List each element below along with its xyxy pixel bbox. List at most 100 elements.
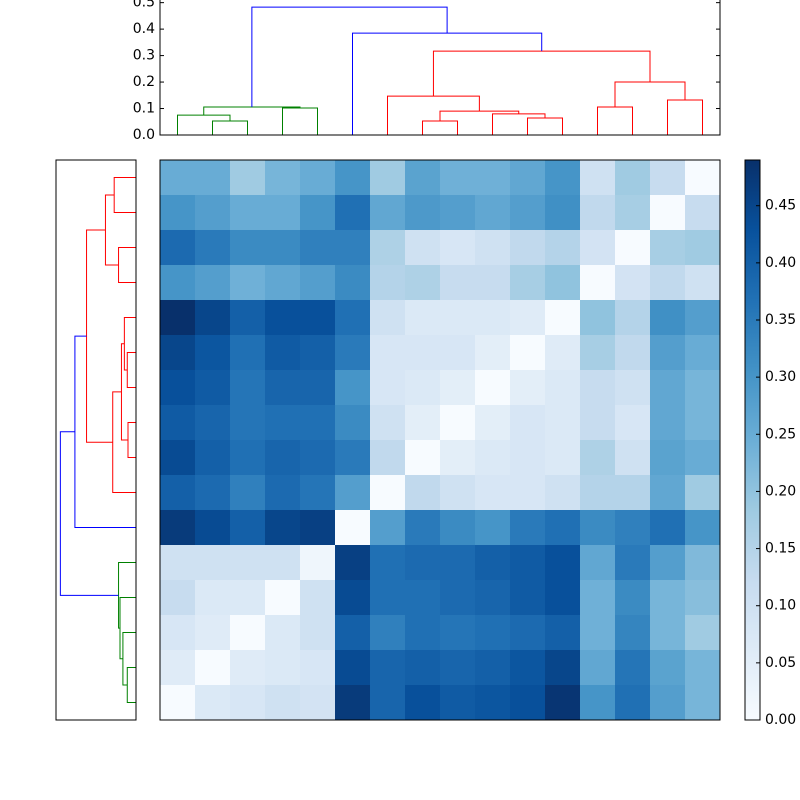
heatmap-cell [475, 545, 511, 581]
colorbar-tick-label: 0.15 [765, 541, 796, 557]
colorbar-tick-label: 0.10 [765, 598, 796, 614]
dendrogram-link [127, 422, 136, 458]
heatmap-cell [160, 440, 196, 476]
heatmap-cell [160, 160, 196, 196]
heatmap-cell [615, 335, 651, 371]
heatmap-cell [195, 300, 231, 336]
dendrogram-link [126, 667, 136, 703]
heatmap-cell [300, 265, 336, 301]
heatmap-cell [580, 230, 616, 266]
heatmap-cell [580, 195, 616, 231]
heatmap-cell [545, 370, 581, 406]
heatmap-cell [230, 230, 266, 266]
colorbar-tick-label: 0.00 [765, 712, 796, 728]
heatmap-cell [650, 510, 686, 546]
dendrogram-link [118, 247, 136, 283]
heatmap-cell [615, 195, 651, 231]
heatmap-cell [440, 650, 476, 686]
heatmap-cell [335, 370, 371, 406]
heatmap-cell [510, 265, 546, 301]
heatmap-cell [685, 335, 721, 371]
heatmap-cell [545, 580, 581, 616]
heatmap-cell [160, 545, 196, 581]
heatmap-cell [370, 160, 406, 196]
heatmap-cell [335, 545, 371, 581]
dendrogram-link [104, 194, 119, 266]
heatmap-cell [580, 650, 616, 686]
heatmap-cell [230, 615, 266, 651]
heatmap-cell [370, 405, 406, 441]
heatmap-cell [650, 475, 686, 511]
heatmap-cell [685, 370, 721, 406]
heatmap-cell [265, 440, 301, 476]
heatmap-cell [545, 300, 581, 336]
heatmap-cell [335, 650, 371, 686]
heatmap-cell [685, 510, 721, 546]
heatmap-cell [685, 475, 721, 511]
heatmap-cell [685, 615, 721, 651]
heatmap-cell [265, 265, 301, 301]
colorbar-tick-label: 0.05 [765, 655, 796, 671]
heatmap-cell [300, 545, 336, 581]
heatmap-cell [475, 615, 511, 651]
heatmap-cell [440, 580, 476, 616]
heatmap-cell [335, 300, 371, 336]
heatmap-cell [405, 195, 441, 231]
heatmap-cell [300, 475, 336, 511]
heatmap-cell [300, 370, 336, 406]
heatmap-cell [440, 265, 476, 301]
heatmap-cell [405, 160, 441, 196]
dendrogram-link [439, 110, 520, 121]
heatmap-cell [685, 545, 721, 581]
heatmap-cell [475, 370, 511, 406]
heatmap-cell [615, 615, 651, 651]
heatmap-cell [335, 580, 371, 616]
heatmap-cell [405, 685, 441, 721]
heatmap-cell [510, 545, 546, 581]
left-dendrogram-frame [55, 159, 137, 721]
heatmap-cell [440, 230, 476, 266]
heatmap-cell [545, 230, 581, 266]
heatmap-cell [545, 440, 581, 476]
heatmap-cell [440, 440, 476, 476]
dendrogram-link [387, 95, 480, 135]
heatmap-cell [195, 230, 231, 266]
heatmap-cell [160, 615, 196, 651]
dendrogram-link [118, 562, 136, 629]
heatmap-cell [650, 615, 686, 651]
heatmap-cell [580, 580, 616, 616]
heatmap-cell [650, 405, 686, 441]
heatmap-cell [440, 300, 476, 336]
heatmap-cell [650, 230, 686, 266]
heatmap-cell [475, 580, 511, 616]
heatmap-cell [475, 160, 511, 196]
dendrogram-link [122, 632, 136, 686]
heatmap-cell [195, 650, 231, 686]
heatmap-cell [335, 405, 371, 441]
heatmap-cell [440, 370, 476, 406]
heatmap-cell [510, 370, 546, 406]
dendrogram-link [597, 106, 633, 135]
heatmap-cell [230, 160, 266, 196]
heatmap-cell [580, 545, 616, 581]
heatmap-cell [230, 545, 266, 581]
heatmap-cell [300, 160, 336, 196]
heatmap-cell [230, 265, 266, 301]
heatmap-cell [475, 335, 511, 371]
heatmap-cell [160, 475, 196, 511]
dendrogram-link [667, 99, 703, 135]
heatmap-cell [475, 440, 511, 476]
heatmap-cell [370, 370, 406, 406]
heatmap-cell [405, 615, 441, 651]
dendrogram-link [113, 177, 136, 213]
heatmap-cell [650, 335, 686, 371]
heatmap-cell [650, 440, 686, 476]
y-tick-label: 0.2 [133, 74, 155, 90]
heatmap-cell [265, 195, 301, 231]
heatmap-cell [195, 545, 231, 581]
heatmap-cell [335, 230, 371, 266]
heatmap-cell [160, 685, 196, 721]
heatmap-cell [685, 405, 721, 441]
heatmap-cell [370, 685, 406, 721]
colorbar-tick-label: 0.40 [765, 255, 796, 271]
